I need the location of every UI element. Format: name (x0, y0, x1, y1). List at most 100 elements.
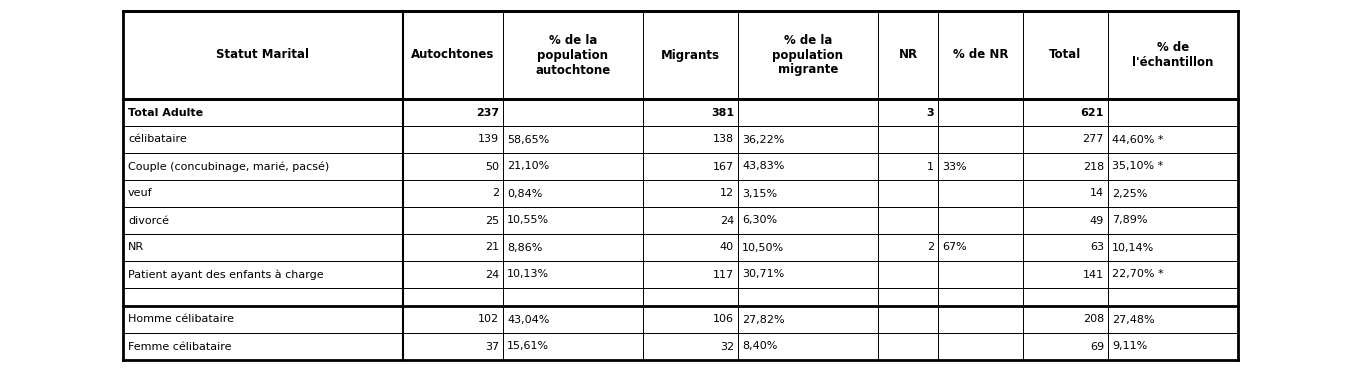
Bar (1023, 234, 1108, 261)
Bar (878, 333, 938, 360)
Bar (738, 207, 878, 234)
Bar (738, 99, 878, 126)
Bar (403, 288, 504, 306)
Bar (938, 11, 1023, 99)
Text: Migrants: Migrants (661, 49, 720, 62)
Bar (122, 288, 403, 306)
Bar (642, 288, 738, 306)
Bar (1023, 99, 1108, 126)
Bar (504, 288, 642, 306)
Text: 21,10%: 21,10% (508, 161, 550, 171)
Bar (1023, 180, 1108, 207)
Bar (1023, 153, 1108, 180)
Bar (878, 180, 938, 207)
Bar (738, 234, 878, 261)
Bar (122, 153, 403, 180)
Bar (1108, 306, 1239, 333)
Text: 117: 117 (713, 269, 734, 279)
Bar (642, 99, 738, 126)
Bar (122, 11, 403, 99)
Text: % de NR: % de NR (953, 49, 1009, 62)
Bar (504, 234, 642, 261)
Text: 237: 237 (476, 108, 499, 118)
Text: NR: NR (128, 243, 144, 253)
Text: 2,25%: 2,25% (1112, 188, 1147, 198)
Text: 49: 49 (1090, 216, 1104, 226)
Bar (1023, 288, 1108, 306)
Bar (938, 207, 1023, 234)
Text: 27,48%: 27,48% (1112, 315, 1154, 325)
Text: 6,30%: 6,30% (742, 216, 777, 226)
Text: 21: 21 (485, 243, 499, 253)
Bar (738, 126, 878, 153)
Text: 36,22%: 36,22% (742, 135, 784, 144)
Text: 381: 381 (710, 108, 734, 118)
Text: 37: 37 (485, 341, 499, 351)
Text: 139: 139 (478, 135, 499, 144)
Bar (938, 261, 1023, 288)
Text: 3,15%: 3,15% (742, 188, 777, 198)
Text: 8,40%: 8,40% (742, 341, 777, 351)
Bar (1023, 126, 1108, 153)
Text: 63: 63 (1090, 243, 1104, 253)
Text: NR: NR (898, 49, 917, 62)
Bar (878, 11, 938, 99)
Bar (403, 234, 504, 261)
Text: 43,83%: 43,83% (742, 161, 784, 171)
Text: 3: 3 (927, 108, 934, 118)
Bar (938, 153, 1023, 180)
Bar (1023, 333, 1108, 360)
Bar (878, 288, 938, 306)
Text: 102: 102 (478, 315, 499, 325)
Text: 58,65%: 58,65% (508, 135, 550, 144)
Text: 22,70% *: 22,70% * (1112, 269, 1164, 279)
Text: 69: 69 (1090, 341, 1104, 351)
Text: 138: 138 (713, 135, 734, 144)
Text: 32: 32 (720, 341, 734, 351)
Text: 10,55%: 10,55% (508, 216, 548, 226)
Text: 30,71%: 30,71% (742, 269, 784, 279)
Bar (504, 126, 642, 153)
Bar (642, 153, 738, 180)
Text: 277: 277 (1082, 135, 1104, 144)
Bar (642, 207, 738, 234)
Text: célibataire: célibataire (128, 135, 186, 144)
Bar (938, 306, 1023, 333)
Bar (403, 333, 504, 360)
Bar (1023, 261, 1108, 288)
Bar (878, 126, 938, 153)
Text: Autochtones: Autochtones (411, 49, 494, 62)
Bar (1023, 11, 1108, 99)
Bar (122, 306, 403, 333)
Bar (1108, 288, 1239, 306)
Text: 1: 1 (927, 161, 934, 171)
Bar (878, 234, 938, 261)
Text: 40: 40 (720, 243, 734, 253)
Text: 2: 2 (927, 243, 934, 253)
Text: % de la
population
migrante: % de la population migrante (773, 33, 844, 76)
Text: Femme célibataire: Femme célibataire (128, 341, 231, 351)
Text: Total Adulte: Total Adulte (128, 108, 203, 118)
Text: 27,82%: 27,82% (742, 315, 785, 325)
Text: 15,61%: 15,61% (508, 341, 548, 351)
Text: 50: 50 (485, 161, 499, 171)
Text: Couple (concubinage, marié, pacsé): Couple (concubinage, marié, pacsé) (128, 161, 329, 172)
Bar (738, 306, 878, 333)
Bar (738, 261, 878, 288)
Bar (878, 207, 938, 234)
Bar (403, 261, 504, 288)
Bar (122, 234, 403, 261)
Text: Statut Marital: Statut Marital (216, 49, 309, 62)
Text: 2: 2 (491, 188, 499, 198)
Text: 25: 25 (485, 216, 499, 226)
Text: 167: 167 (713, 161, 734, 171)
Text: 12: 12 (720, 188, 734, 198)
Text: 43,04%: 43,04% (508, 315, 550, 325)
Bar (1108, 126, 1239, 153)
Bar (1108, 99, 1239, 126)
Text: divorcé: divorcé (128, 216, 169, 226)
Bar (878, 261, 938, 288)
Text: % de
l'échantillon: % de l'échantillon (1132, 41, 1214, 69)
Bar (1108, 234, 1239, 261)
Bar (1023, 207, 1108, 234)
